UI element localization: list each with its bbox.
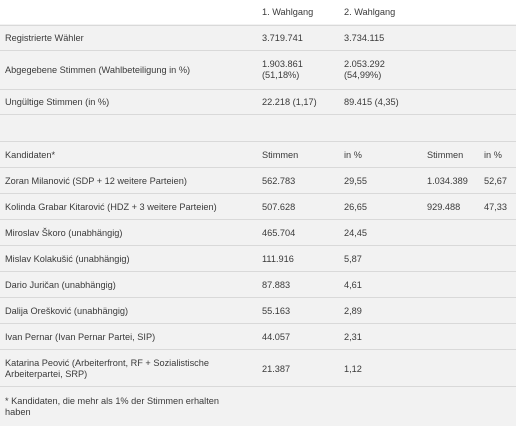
votes-round-1: 111.916 <box>262 254 294 264</box>
header-percent-round-1: in % <box>344 150 362 160</box>
percent-round-1: 26,65 <box>344 202 367 212</box>
votes-round-1: 87.883 <box>262 280 291 290</box>
round-2-percent: (54,99%) <box>344 70 382 80</box>
header-band <box>0 0 516 24</box>
percent-round-1: 1,12 <box>344 364 362 374</box>
candidate-name: Katarina Peović (Arbeiterfront, RF + Soz… <box>5 358 209 379</box>
votes-round-2: 1.034.389 <box>427 176 468 186</box>
votes-round-2: 929.488 <box>427 202 461 212</box>
row-label: Ungültige Stimmen (in %) <box>5 97 110 107</box>
votes-round-1: 55.163 <box>262 306 291 316</box>
round-1-value: 3.719.741 <box>262 33 303 43</box>
percent-round-1: 24,45 <box>344 228 367 238</box>
percent-round-1: 2,31 <box>344 332 362 342</box>
percent-round-1: 4,61 <box>344 280 362 290</box>
round-1-percent: (51,18%) <box>262 70 300 80</box>
candidate-name: Ivan Pernar (Ivan Pernar Partei, SIP) <box>5 332 156 342</box>
percent-round-2: 52,67 <box>484 176 507 186</box>
candidate-name: Zoran Milanović (SDP + 12 weitere Partei… <box>5 176 187 186</box>
footnote: * Kandidaten, die mehr als 1% der Stimme… <box>5 396 219 417</box>
candidate-name: Dalija Orešković (unabhängig) <box>5 306 129 316</box>
votes-round-1: 507.628 <box>262 202 296 212</box>
header-percent-round-2: in % <box>484 150 502 160</box>
header-candidates: Kandidaten* <box>5 150 56 160</box>
round-2-value: 2.053.292 <box>344 59 385 69</box>
percent-round-1: 2,89 <box>344 306 362 316</box>
votes-round-1: 465.704 <box>262 228 296 238</box>
candidate-name: Miroslav Škoro (unabhängig) <box>5 228 123 238</box>
candidate-name: Dario Juričan (unabhängig) <box>5 280 116 290</box>
votes-round-1: 562.783 <box>262 176 296 186</box>
candidate-name: Kolinda Grabar Kitarović (HDZ + 3 weiter… <box>5 202 217 212</box>
row-label: Registrierte Wähler <box>5 33 84 43</box>
round-1-value: 22.218 (1,17) <box>262 97 317 107</box>
round-1-value: 1.903.861 <box>262 59 303 69</box>
row-label: Abgegebene Stimmen (Wahlbeteiligung in %… <box>5 65 191 75</box>
header-votes-round-2: Stimmen <box>427 150 464 160</box>
percent-round-1: 29,55 <box>344 176 367 186</box>
header-votes-round-1: Stimmen <box>262 150 299 160</box>
header-round-2: 2. Wahlgang <box>344 7 396 17</box>
percent-round-1: 5,87 <box>344 254 362 264</box>
round-2-value: 3.734.115 <box>344 33 385 43</box>
header-round-1: 1. Wahlgang <box>262 7 314 17</box>
votes-round-1: 21.387 <box>262 364 291 374</box>
candidate-name: Mislav Kolakušić (unabhängig) <box>5 254 130 264</box>
votes-round-1: 44.057 <box>262 332 291 342</box>
round-2-value: 89.415 (4,35) <box>344 97 399 107</box>
percent-round-2: 47,33 <box>484 202 507 212</box>
